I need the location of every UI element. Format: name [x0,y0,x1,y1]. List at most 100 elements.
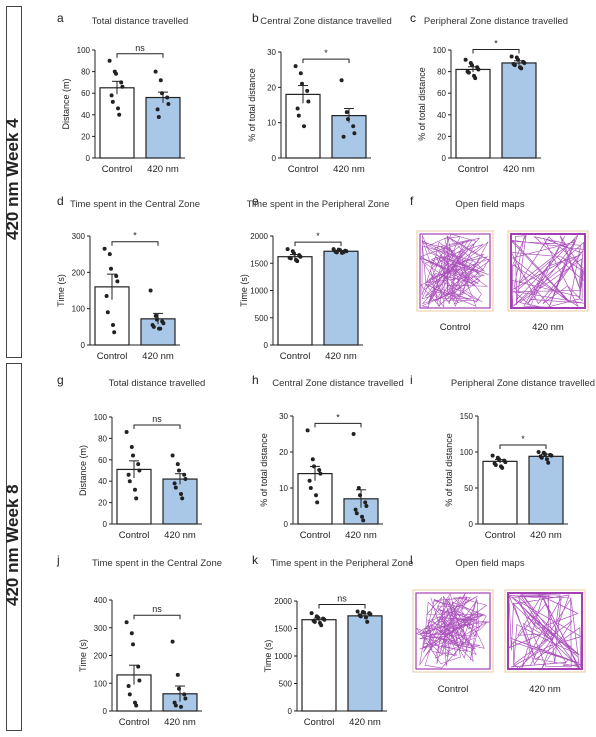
panel-letter: g [57,373,64,387]
y-tick-label: 0 [86,154,91,163]
data-point [302,124,306,129]
data-point [293,64,298,69]
data-point [124,429,129,434]
data-point [182,472,187,477]
panel-d: d Time spent in the Central Zone 0 100 200 30… [56,194,200,362]
open-field-map-control [412,589,494,673]
data-point [124,620,129,625]
y-tick-label: 100 [72,305,86,314]
data-point [503,460,508,465]
data-point [292,251,296,256]
category-label: Control [119,717,150,728]
y-tick-label: 10 [279,484,288,493]
open-field-map-treated [504,589,586,673]
y-tick-label: 200 [72,268,86,277]
data-point [368,612,373,617]
y-tick-label: 50 [464,484,473,493]
y-tick-label: 80 [437,68,446,77]
data-point [318,471,323,476]
data-point [172,481,177,486]
panel-letter: i [410,373,413,387]
significance-bracket [314,422,362,428]
significance-bracket [499,444,547,449]
significance-label: * [133,231,137,241]
data-point [177,468,181,473]
y-tick-label: 60 [98,456,107,465]
category-label: 420 nm [530,530,562,541]
data-point [322,617,327,622]
data-point [549,453,554,458]
bar-control [455,68,491,159]
y-tick-label: 200 [94,652,108,661]
data-point [497,457,501,462]
y-tick-label: 150 [460,412,474,421]
y-tick-label: 500 [279,680,293,689]
data-point [183,477,188,482]
category-label: Control [280,351,311,362]
data-point [354,511,359,516]
panel-title: Peripheral Zone distance travelled [424,16,568,27]
data-point [165,95,170,100]
data-point [153,313,158,318]
significance-bracket [111,241,159,246]
y-axis-label: % of total distance [247,68,257,142]
data-point [295,259,300,264]
data-point [470,63,474,68]
panel-l: l Open field maps Control 420 nm [410,553,586,695]
data-point [151,324,156,329]
y-tick-label: 100 [94,679,108,688]
data-point [137,678,142,683]
bar-control [301,619,337,712]
y-axis-label: Time (s) [263,640,273,673]
y-tick-label: 0 [272,154,277,163]
significance-bracket [133,614,181,620]
y-tick-label: 0 [288,707,293,716]
data-point [120,84,125,89]
data-point [127,479,132,484]
data-point [310,457,315,462]
panel-j: j Time spent in the Central Zone 0 100 200 30… [56,553,222,728]
data-point [175,462,180,467]
y-tick-label: 1500 [250,259,268,268]
y-axis-label: Distance (m) [61,78,71,129]
data-point [339,78,344,83]
open-field-map-control [416,230,494,312]
map-label: Control [440,322,471,333]
y-tick-label: 60 [437,89,446,98]
panel-title: Peripheral Zone distance travelled [451,378,595,389]
data-point [126,472,131,477]
y-tick-label: 0 [103,520,108,529]
data-point [360,514,364,519]
data-point [466,70,471,75]
data-point [519,66,524,71]
panel-letter: e [252,194,259,208]
data-point [112,330,117,335]
significance-label: ns [152,414,162,424]
data-point [341,250,346,255]
y-tick-label: 30 [267,48,276,57]
data-point [356,486,361,490]
significance-label: * [336,412,340,422]
data-point [305,428,310,433]
y-tick-label: 100 [94,413,108,422]
data-point [156,114,161,119]
data-point [136,664,141,669]
data-point [298,71,303,76]
data-point [490,453,495,458]
category-label: 420 nm [349,717,381,728]
y-tick-label: 30 [279,412,288,421]
data-point [175,672,180,677]
section-box-week8 [6,363,22,731]
category-label: 420 nm [164,717,196,728]
data-point [170,453,175,458]
y-tick-label: 20 [267,83,276,92]
y-tick-label: 1000 [274,652,292,661]
y-tick-label: 40 [437,111,446,120]
data-point [126,684,131,689]
data-point [516,57,520,62]
panel-h: h Central Zone distance travelled 0 10 20 30%… [252,373,404,541]
y-axis-label: Time (s) [78,639,88,672]
data-point [308,486,313,490]
data-point [315,500,320,505]
